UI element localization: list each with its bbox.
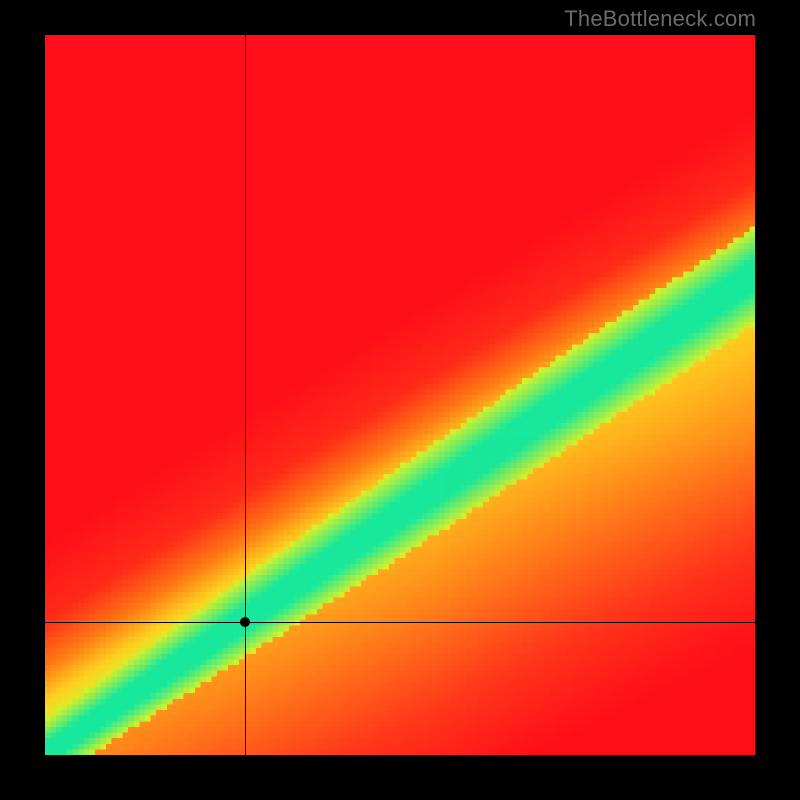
heatmap-canvas (45, 35, 755, 755)
source-watermark: TheBottleneck.com (564, 6, 756, 32)
selection-marker (240, 617, 250, 627)
plot-area (45, 35, 755, 755)
crosshair-horizontal (45, 622, 755, 623)
crosshair-vertical (245, 35, 246, 755)
chart-container: TheBottleneck.com (0, 0, 800, 800)
